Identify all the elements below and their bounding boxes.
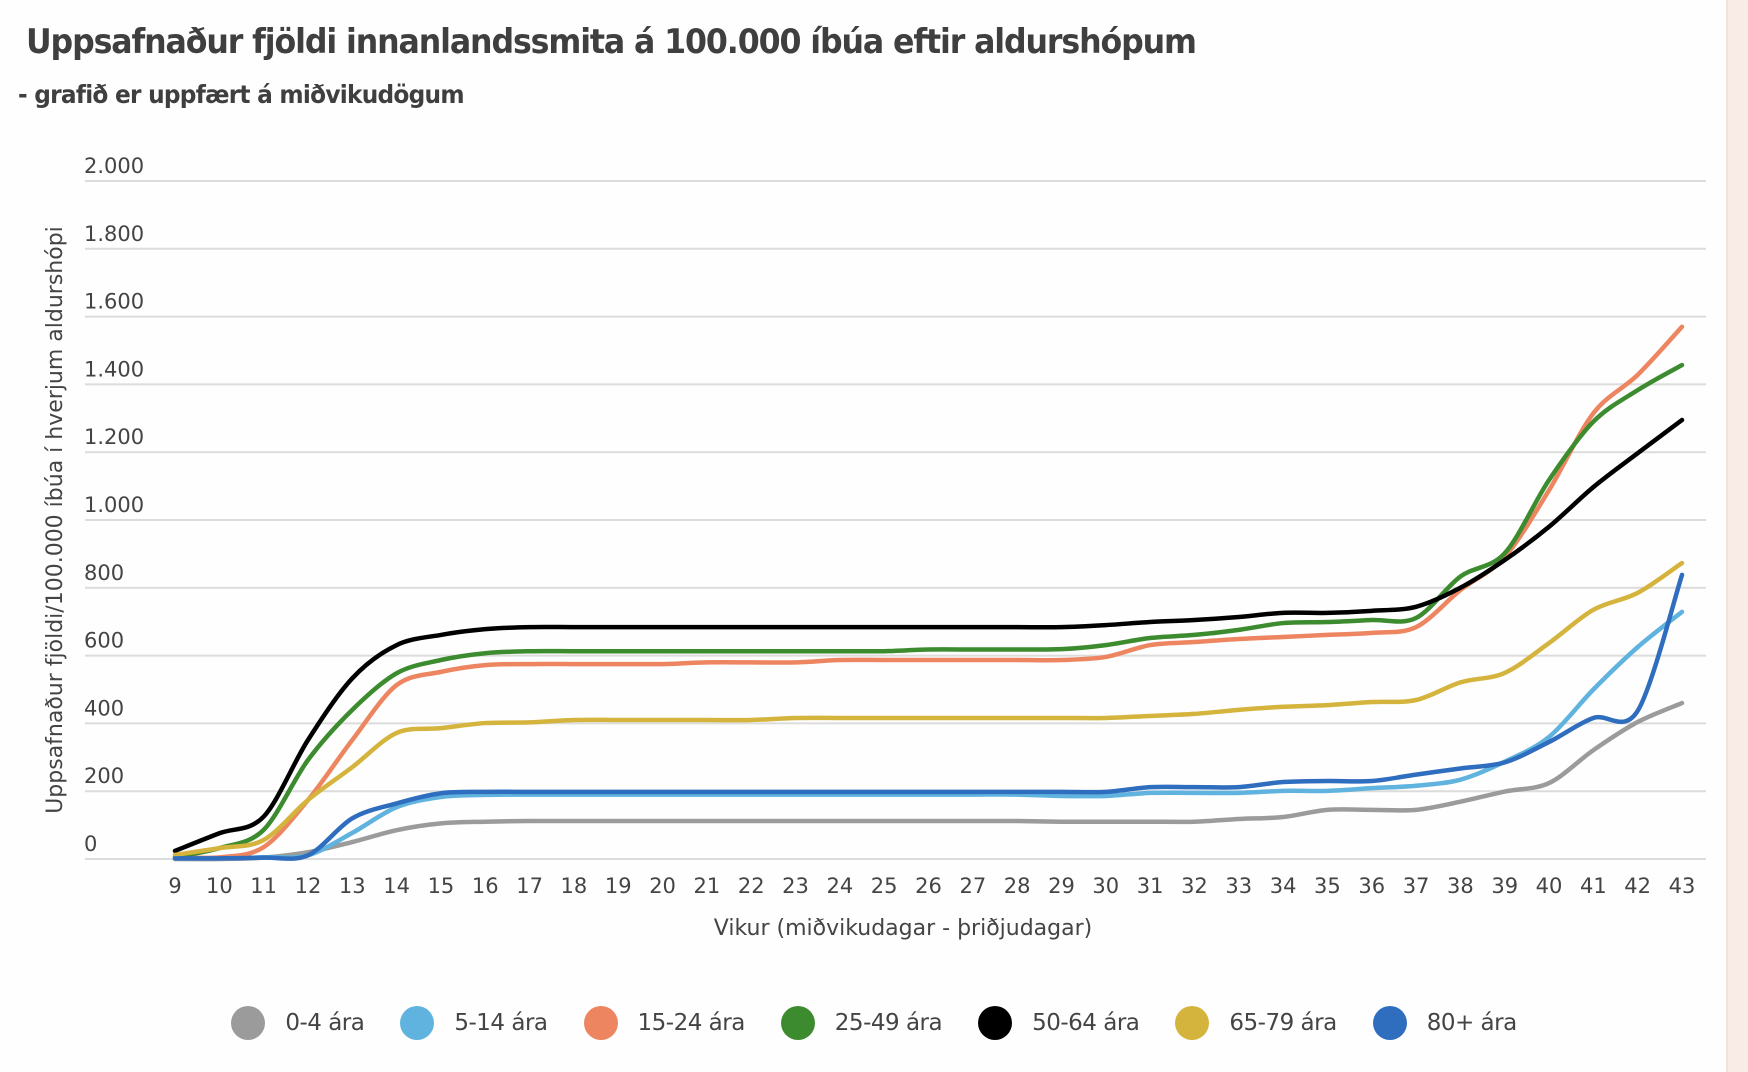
x-tick-label: 33 <box>1225 874 1252 898</box>
y-tick-label: 1.600 <box>84 290 144 314</box>
x-tick-label: 21 <box>694 874 721 898</box>
legend-item[interactable]: 50-64 ára <box>978 1006 1140 1040</box>
legend-label: 0-4 ára <box>285 1010 365 1036</box>
legend: 0-4 ára 5-14 ára 15-24 ára 25-49 ára 50-64 á… <box>0 1006 1748 1040</box>
x-tick-label: 10 <box>206 874 233 898</box>
legend-item[interactable]: 15-24 ára <box>583 1006 746 1040</box>
legend-marker-icon <box>780 1006 815 1040</box>
y-tick-label: 200 <box>84 764 124 788</box>
legend-label: 15-24 ára <box>637 1010 746 1036</box>
x-tick-label: 43 <box>1669 874 1696 898</box>
x-tick-label: 38 <box>1447 874 1474 898</box>
y-tick-label: 0 <box>84 832 97 856</box>
x-tick-label: 35 <box>1314 874 1341 898</box>
y-tick-label: 600 <box>84 629 124 653</box>
x-tick-label: 39 <box>1491 874 1518 898</box>
x-tick-label: 32 <box>1181 874 1208 898</box>
legend-label: 5-14 ára <box>454 1010 548 1036</box>
x-tick-label: 24 <box>826 874 853 898</box>
x-tick-label: 31 <box>1137 874 1164 898</box>
legend-marker-icon <box>1175 1006 1210 1040</box>
x-axis-title: Vikur (miðvikudagar - þriðjudagar) <box>714 916 1092 941</box>
x-tick-label: 14 <box>383 874 410 898</box>
y-tick-label: 1.800 <box>84 222 144 246</box>
x-tick-label: 41 <box>1580 874 1607 898</box>
page-edge-strip <box>1726 0 1748 1072</box>
legend-item[interactable]: 80+ ára <box>1372 1006 1518 1040</box>
x-tick-label: 22 <box>738 874 765 898</box>
x-tick-label: 25 <box>871 874 898 898</box>
y-tick-label: 800 <box>84 561 124 585</box>
chart-title: Uppsafnaður fjöldi innanlandssmita á 100… <box>26 22 1197 62</box>
x-tick-label: 16 <box>472 874 499 898</box>
legend-label: 80+ ára <box>1426 1010 1518 1036</box>
series-lines <box>172 324 1685 862</box>
legend-item[interactable]: 5-14 ára <box>400 1006 548 1040</box>
x-tick-label: 9 <box>168 874 181 898</box>
series-line-80plus <box>172 572 1685 861</box>
legend-marker-icon <box>1372 1006 1407 1040</box>
legend-label: 50-64 ára <box>1032 1010 1140 1036</box>
x-axis-ticks: 9 10 11 12 13 14 15 16 17 18 19 20 21 22 23 24 25 26 27 28 2… <box>168 874 1695 898</box>
x-tick-label: 20 <box>649 874 676 898</box>
x-tick-label: 40 <box>1536 874 1563 898</box>
x-tick-label: 19 <box>605 874 632 898</box>
x-tick-label: 42 <box>1624 874 1651 898</box>
y-tick-label: 2.000 <box>84 154 144 178</box>
x-tick-label: 17 <box>516 874 543 898</box>
line-chart: 0 200 400 600 800 1.000 1.200 1.400 1.600 1.800 2.… <box>43 154 1706 941</box>
series-line-50-64 <box>172 417 1685 854</box>
series-line-25-49 <box>172 362 1685 860</box>
y-tick-label: 1.400 <box>84 357 144 381</box>
x-tick-label: 29 <box>1048 874 1075 898</box>
legend-marker-icon <box>231 1006 266 1040</box>
y-axis-ticks: 0 200 400 600 800 1.000 1.200 1.400 1.600 1.800 2.… <box>84 154 144 856</box>
series-line-65-79 <box>172 560 1685 858</box>
y-tick-label: 1.000 <box>84 493 144 517</box>
legend-item[interactable]: 0-4 ára <box>231 1006 365 1040</box>
x-tick-label: 23 <box>782 874 809 898</box>
legend-item[interactable]: 25-49 ára <box>780 1006 943 1040</box>
y-tick-label: 400 <box>84 696 124 720</box>
x-tick-label: 11 <box>250 874 277 898</box>
x-tick-label: 37 <box>1403 874 1430 898</box>
legend-marker-icon <box>400 1006 435 1040</box>
series-line-15-24 <box>172 324 1685 861</box>
y-tick-label: 1.200 <box>84 425 144 449</box>
legend-marker-icon <box>583 1006 618 1040</box>
x-tick-label: 15 <box>428 874 455 898</box>
x-tick-label: 28 <box>1004 874 1031 898</box>
y-axis-title: Uppsafnaður fjöldi/100.000 íbúa í hverju… <box>43 226 68 814</box>
x-tick-label: 18 <box>561 874 588 898</box>
legend-marker-icon <box>978 1006 1013 1040</box>
x-tick-label: 30 <box>1092 874 1119 898</box>
chart-subtitle: - grafið er uppfært á miðvikudögum <box>18 80 465 109</box>
legend-label: 65-79 ára <box>1229 1010 1337 1036</box>
gridlines <box>85 180 1706 860</box>
x-tick-label: 12 <box>295 874 322 898</box>
legend-item[interactable]: 65-79 ára <box>1175 1006 1337 1040</box>
x-tick-label: 36 <box>1358 874 1385 898</box>
series-line-5-14 <box>172 609 1685 861</box>
x-tick-label: 34 <box>1270 874 1297 898</box>
x-tick-label: 13 <box>339 874 366 898</box>
series-line-0-4 <box>172 700 1685 862</box>
x-tick-label: 26 <box>915 874 942 898</box>
legend-label: 25-49 ára <box>834 1010 943 1036</box>
x-tick-label: 27 <box>959 874 986 898</box>
